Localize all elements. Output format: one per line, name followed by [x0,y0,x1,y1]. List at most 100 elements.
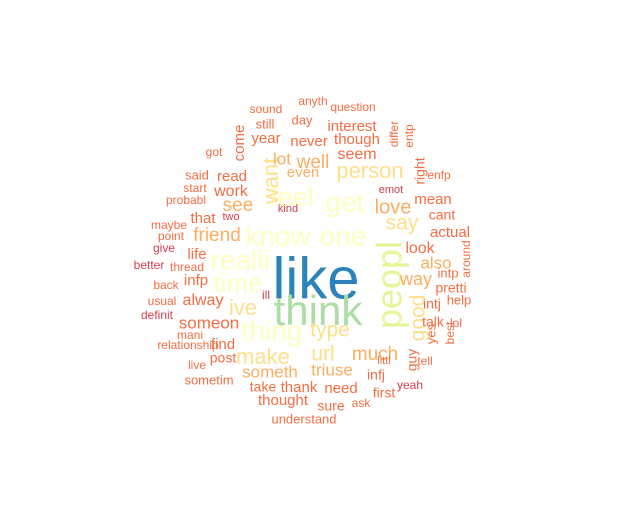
word-actual: actual [430,224,470,241]
word-way: way [399,269,432,289]
word-thank: thank [281,379,318,396]
word-kind: kind [278,203,298,215]
word-life: life [187,246,206,263]
word-though: though [334,131,380,148]
word-lot: lot [273,149,291,168]
word-two: two [222,211,239,223]
word-find: find [211,336,235,353]
word-mani: mani [177,328,203,342]
word-post: post [210,350,237,366]
word-need: need [324,380,357,397]
word-differ: differ [387,121,401,147]
word-interest: interest [327,118,377,135]
word-thought: thought [258,392,309,409]
word-seem: seem [337,146,376,163]
word-intj: intj [423,296,441,312]
word-lol: lol [450,316,462,330]
word-much: much [352,344,398,365]
word-cant: cant [429,207,456,223]
word-back: back [153,278,179,292]
word-good: good [407,295,430,342]
word-realli: realli [210,244,269,275]
word-help: help [447,292,472,307]
word-emot: emot [379,184,403,196]
word-first: first [373,385,396,401]
word-time: time [213,268,262,298]
word-pretti: pretti [435,280,466,296]
word-infj: infj [367,367,385,383]
word-ive: ive [229,295,257,320]
word-mean: mean [414,191,452,208]
word-make: make [236,344,290,369]
word-thread: thread [170,260,204,274]
word-sound: sound [250,102,283,116]
word-feel: feel [270,182,314,212]
word-peopl: peopl [369,241,410,329]
word-get: get [326,186,365,217]
word-start: start [183,181,207,195]
word-also: also [420,253,451,272]
word-like: like [272,246,359,311]
word-guy: guy [404,349,420,372]
word-ill: ill [262,288,270,302]
word-entp: entp [402,124,416,148]
word-got: got [206,145,223,159]
word-that: that [190,210,216,227]
word-friend: friend [193,225,241,246]
word-infp: infp [184,272,208,289]
word-better: better [134,258,165,272]
word-never: never [290,133,328,150]
word-understand: understand [271,411,336,426]
word-enfp: enfp [427,168,451,182]
word-type: type [310,319,350,342]
word-think: think [274,287,364,334]
word-best: best [443,321,457,344]
word-url: url [311,343,334,366]
word-live: live [188,358,206,372]
word-know: know [245,220,311,251]
word-thing: thing [242,315,303,346]
word-day: day [292,112,313,127]
word-want: want [258,158,283,205]
word-come: come [231,125,248,162]
word-someon: someon [179,313,239,332]
word-right: right [412,157,428,184]
word-said: said [185,167,209,182]
word-love: love [375,196,412,218]
word-work: work [213,183,249,200]
word-say: say [386,212,419,235]
word-one: one [320,220,367,251]
word-look: look [405,240,435,257]
word-usual: usual [148,294,177,308]
word-alway: alway [183,292,224,309]
word-yes: yes [423,323,438,344]
word-sure: sure [317,398,344,414]
word-see: see [223,195,254,216]
word-talk: talk [422,314,445,330]
word-question: question [330,100,375,114]
word-year: year [251,130,280,147]
word-relationship: relationship [157,338,219,352]
word-maybe: maybe [151,218,187,232]
word-tell: tell [417,354,432,368]
word-give: give [153,241,175,255]
word-definit: definit [141,308,174,322]
word-person: person [336,158,403,183]
word-point: point [158,229,185,243]
word-ask: ask [352,396,372,410]
word-littl: littl [377,355,390,367]
word-well: well [296,152,330,173]
word-intp: intp [438,265,459,280]
word-someth: someth [242,362,298,381]
word-around: around [459,240,473,277]
word-even: even [287,164,320,181]
word-anyth: anyth [298,94,327,108]
word-still: still [256,116,275,131]
word-take: take [250,379,277,395]
word-read: read [217,168,247,185]
word-triuse: triuse [311,360,353,379]
word-yeah: yeah [397,378,423,392]
word-sometim: sometim [184,372,233,387]
word-probabl: probabl [166,193,206,207]
